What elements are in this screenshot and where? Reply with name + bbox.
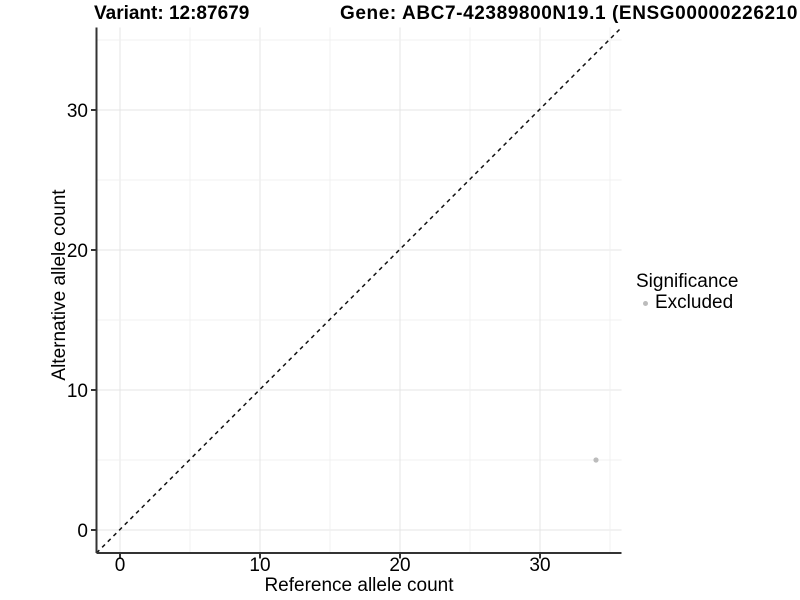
data-point xyxy=(593,457,599,463)
legend-item-excluded: Excluded xyxy=(636,293,738,313)
y-tick-label: 30 xyxy=(67,101,88,122)
legend-point-icon xyxy=(643,300,648,306)
x-tick-label: 20 xyxy=(389,555,410,576)
y-tick-label: 10 xyxy=(67,381,88,402)
legend-title: Significance xyxy=(636,271,739,292)
x-tick-label: 30 xyxy=(529,555,550,576)
identity-dashed-line xyxy=(95,26,623,554)
y-axis-title: Alternative allele count xyxy=(49,189,70,381)
plot-title-variant: Variant: 12:87679 xyxy=(94,3,250,24)
legend-item-label: Excluded xyxy=(655,292,734,313)
y-tick-label: 20 xyxy=(67,241,88,262)
legend: Significance Excluded xyxy=(636,272,738,313)
y-tick-label: 0 xyxy=(77,521,88,542)
x-tick-label: 0 xyxy=(115,555,126,576)
x-tick-label: 10 xyxy=(249,555,270,576)
x-axis-title: Reference allele count xyxy=(264,575,454,596)
plot-title-gene: Gene: ABC7-42389800N19.1 (ENSG0000022621… xyxy=(340,3,798,24)
